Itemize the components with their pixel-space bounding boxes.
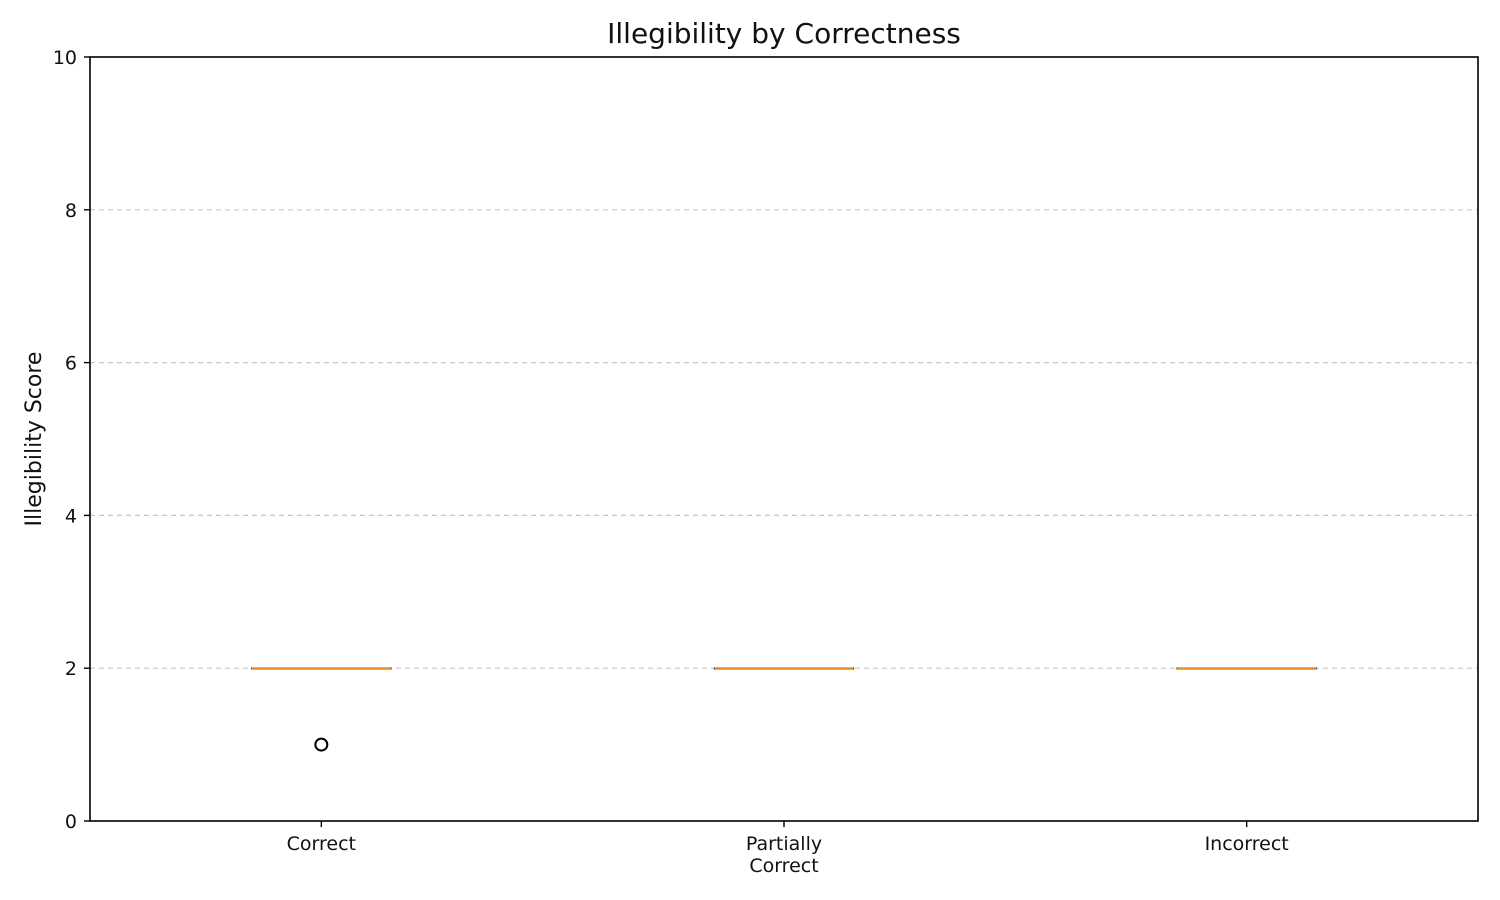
x-tick-label: Correct xyxy=(287,833,356,855)
grid-lines xyxy=(90,209,1478,669)
y-tick-label: 0 xyxy=(65,811,77,833)
plot-frame xyxy=(89,56,1479,822)
y-tick-label: 6 xyxy=(65,353,77,375)
x-tick-label: Correct xyxy=(749,855,818,877)
boxes xyxy=(251,667,1317,752)
y-tick-label: 8 xyxy=(65,200,77,222)
chart-title: Illegibility by Correctness xyxy=(607,17,961,50)
x-tick-label: Partially xyxy=(746,833,822,855)
y-tick-label: 4 xyxy=(65,505,77,527)
outlier-point xyxy=(314,737,329,752)
x-tick-label: Incorrect xyxy=(1205,833,1289,855)
y-tick-label: 2 xyxy=(65,658,77,680)
y-tick-label: 10 xyxy=(53,47,77,69)
y-axis-label: Illegibility Score xyxy=(22,352,47,527)
y-ticks: 0 2 4 6 8 10 xyxy=(53,47,90,833)
